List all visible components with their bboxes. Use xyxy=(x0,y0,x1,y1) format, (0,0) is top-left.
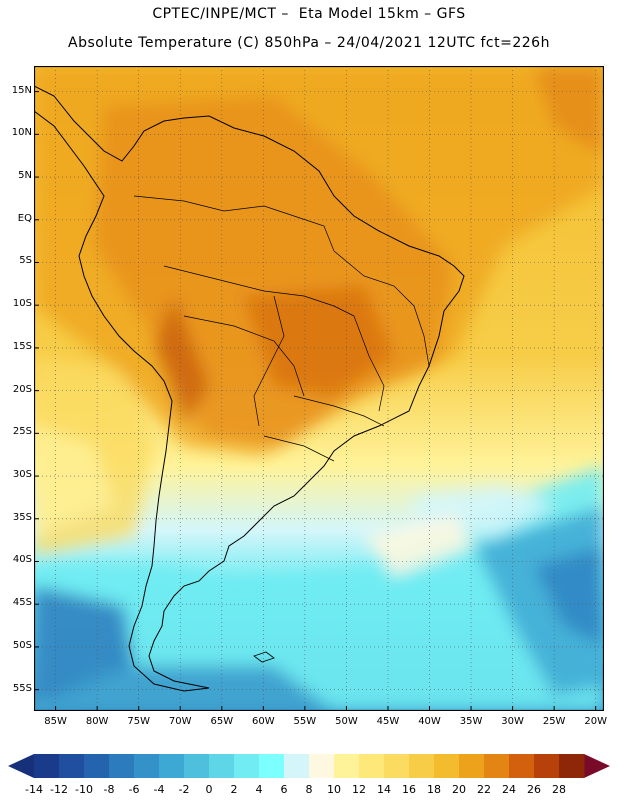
country-borders xyxy=(133,195,430,462)
legend-swatch xyxy=(334,754,360,778)
lon-label: 70W xyxy=(168,716,192,727)
legend-high-arrow xyxy=(584,754,610,778)
legend-swatch xyxy=(534,754,560,778)
legend-swatch xyxy=(409,754,435,778)
legend-label: 22 xyxy=(477,783,491,796)
legend-label: 18 xyxy=(427,783,441,796)
lat-label: 25S xyxy=(12,426,32,438)
legend-label: 2 xyxy=(231,783,238,796)
legend-swatch xyxy=(259,754,285,778)
lat-label: 15S xyxy=(12,340,32,352)
lon-label: 20W xyxy=(584,716,607,727)
legend-swatch xyxy=(359,754,385,778)
map-canvas xyxy=(33,65,605,712)
legend-label: 16 xyxy=(402,783,416,796)
legend-swatch xyxy=(159,754,185,778)
legend-swatch xyxy=(509,754,535,778)
temperature-map xyxy=(33,65,605,712)
legend-label: 8 xyxy=(306,783,313,796)
legend-label: 12 xyxy=(352,783,366,796)
lon-label: 80W xyxy=(85,716,109,727)
lat-label: 45S xyxy=(12,597,32,609)
legend-swatch xyxy=(309,754,335,778)
legend-low-arrow xyxy=(8,754,34,778)
lon-label: 25W xyxy=(542,716,566,727)
legend-label: 14 xyxy=(377,783,391,796)
lon-label: 40W xyxy=(418,716,441,727)
legend-swatch xyxy=(134,754,160,778)
temperature-field xyxy=(34,66,604,711)
lon-label: 65W xyxy=(210,716,234,727)
falkland-islands xyxy=(253,651,275,663)
legend-label: -14 xyxy=(25,783,43,796)
lat-ticks xyxy=(34,91,39,691)
coastline xyxy=(34,85,465,692)
legend-label: -6 xyxy=(129,783,140,796)
lon-label: 55W xyxy=(293,716,317,727)
legend-label: 6 xyxy=(281,783,288,796)
legend-label: -10 xyxy=(75,783,93,796)
lat-label: 5S xyxy=(19,255,32,267)
legend-label: -8 xyxy=(104,783,115,796)
lat-label: 30S xyxy=(12,469,32,481)
lon-label: 35W xyxy=(459,716,483,727)
color-scale-legend: -14 -12 -10 -8 -6 -4 -2 0 2 4 6 8 10 12 14 16 18 20 22 24 26… xyxy=(8,754,610,796)
legend-label: -4 xyxy=(154,783,165,796)
title-line-2: Absolute Temperature (C) 850hPa – 24/04/… xyxy=(68,35,550,51)
lon-label: 75W xyxy=(127,716,150,727)
map-frame xyxy=(33,65,605,712)
lat-label: EQ xyxy=(17,212,32,224)
legend-swatch xyxy=(434,754,460,778)
legend-swatch xyxy=(384,754,410,778)
legend-label: 20 xyxy=(452,783,466,796)
lon-label: 60W xyxy=(252,716,275,727)
legend-label: 24 xyxy=(502,783,516,796)
lon-label: 45W xyxy=(376,716,400,727)
legend-swatch xyxy=(234,754,260,778)
legend-swatch xyxy=(34,754,60,778)
legend-label: 4 xyxy=(256,783,263,796)
lon-label: 30W xyxy=(501,716,524,727)
lat-label: 5N xyxy=(18,170,32,182)
legend-swatch xyxy=(459,754,485,778)
lon-label: 85W xyxy=(44,716,67,727)
lat-lon-grid xyxy=(34,66,604,711)
legend-label: 10 xyxy=(327,783,341,796)
legend-label: 26 xyxy=(527,783,541,796)
legend-label: -12 xyxy=(50,783,68,796)
lat-label: 20S xyxy=(12,383,32,395)
lat-label: 10N xyxy=(11,127,32,139)
legend-swatch xyxy=(484,754,510,778)
lat-label: 55S xyxy=(12,682,32,694)
legend-label: 0 xyxy=(206,783,213,796)
legend-swatch xyxy=(559,754,585,778)
lat-label: 50S xyxy=(12,639,32,651)
legend-swatch xyxy=(284,754,310,778)
legend-swatch xyxy=(184,754,210,778)
lat-label: 35S xyxy=(12,511,32,523)
legend-swatch xyxy=(84,754,110,778)
lat-label: 10S xyxy=(12,298,32,310)
title-line-1: CPTEC/INPE/MCT – Eta Model 15km – GFS xyxy=(152,6,466,22)
legend-label: -2 xyxy=(179,783,190,796)
legend-swatch xyxy=(59,754,85,778)
lon-label: 50W xyxy=(335,716,358,727)
legend-swatch xyxy=(109,754,135,778)
legend-swatch xyxy=(209,754,235,778)
lat-label: 15N xyxy=(11,84,32,96)
lat-label: 40S xyxy=(12,554,32,566)
legend-label: 28 xyxy=(552,783,566,796)
lon-ticks xyxy=(55,706,597,711)
